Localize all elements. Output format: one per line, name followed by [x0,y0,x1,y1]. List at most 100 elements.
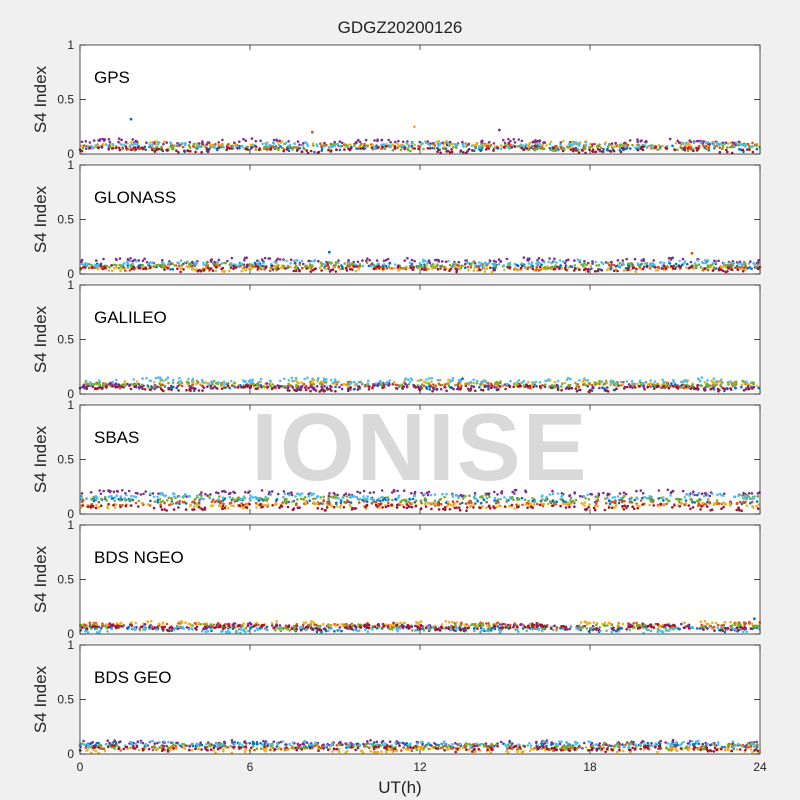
data-point [439,267,442,271]
data-point [538,262,542,265]
data-point [406,503,409,506]
data-point [591,149,594,153]
data-point [530,261,534,264]
data-point [628,500,632,504]
data-point [199,269,203,272]
data-point [597,492,600,496]
data-point [207,382,211,386]
data-point [533,500,537,503]
data-point [303,377,306,381]
data-point [716,387,720,391]
data-point [473,494,477,497]
data-point [606,145,610,148]
data-point [375,259,379,262]
data-point [325,378,328,381]
panel-background [80,525,760,634]
data-point [326,262,330,266]
data-point [249,382,253,386]
data-point [365,500,369,504]
data-point [265,498,268,502]
data-point [723,389,726,393]
data-point [662,496,665,499]
data-point [169,141,172,144]
data-point [98,383,101,387]
data-point [411,146,415,150]
data-point [216,261,219,265]
data-point [82,499,85,502]
data-point [195,502,199,506]
data-point [406,148,410,152]
data-point [666,488,670,492]
data-point [609,266,613,269]
data-point [250,267,253,270]
data-point [284,142,287,146]
data-point [276,492,280,496]
data-point [287,140,290,143]
data-point [464,384,468,388]
data-point [533,140,536,144]
data-point [272,138,276,142]
data-point [561,260,565,263]
data-point [550,386,553,390]
data-point [407,500,410,504]
data-point [568,505,571,509]
data-point [412,266,416,269]
data-point [271,504,274,507]
y-tick-label: 0.5 [57,213,74,227]
data-point [408,505,411,508]
panel-label: GALILEO [94,308,167,327]
data-point [466,261,470,265]
data-point [537,256,541,260]
data-point [80,144,83,148]
data-point [135,143,139,146]
data-point [683,260,687,263]
data-point [750,267,753,271]
data-point [629,384,632,388]
data-point [131,262,134,266]
data-point [381,495,384,499]
data-point [170,147,174,151]
data-point [324,267,327,270]
data-point [230,504,233,507]
data-point [706,141,710,144]
data-point [250,263,254,267]
data-point [584,379,588,382]
data-point [445,143,449,147]
data-point [401,387,404,390]
data-point [710,379,713,383]
data-point [191,267,194,270]
data-point [598,386,601,390]
data-point [102,142,105,146]
data-point [216,387,219,390]
data-point [394,497,397,501]
data-point [406,256,409,260]
data-point [622,269,626,272]
data-point [495,380,499,384]
data-point [682,386,686,390]
data-point [85,385,88,388]
data-point [456,387,459,391]
data-point [555,261,558,264]
data-point [510,146,513,149]
data-point [318,266,322,270]
data-point [463,262,467,266]
data-point [358,497,362,501]
data-point [307,386,310,390]
data-point [551,265,554,269]
data-point [583,259,586,263]
data-point [648,267,652,270]
data-point [443,495,446,499]
data-point [421,260,425,263]
data-point [182,268,185,271]
data-point [633,257,637,261]
data-point [124,140,128,144]
data-point [251,380,254,384]
data-point [91,385,95,389]
data-point [233,491,237,495]
data-point [700,376,704,379]
data-point [596,269,600,273]
data-point [114,146,118,150]
data-point [163,384,166,388]
panel-label: GPS [94,68,130,87]
